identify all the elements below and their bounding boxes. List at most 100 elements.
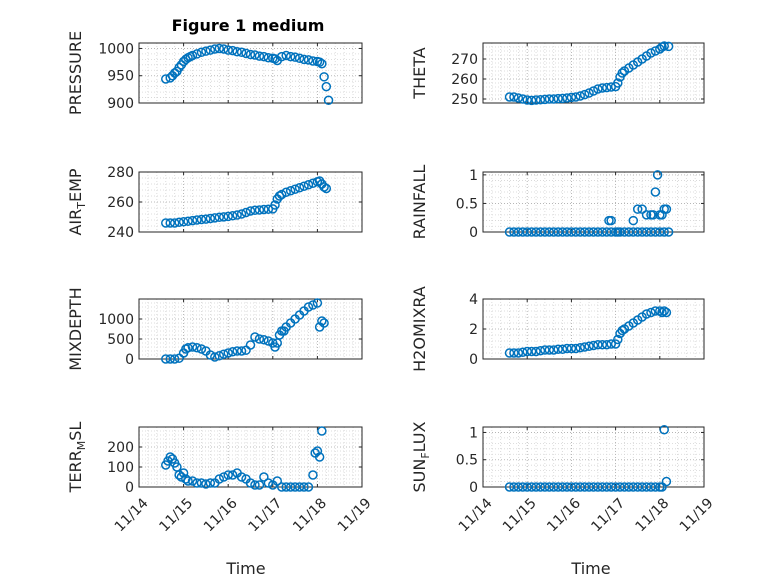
data-point (227, 45, 238, 56)
data-point (535, 482, 546, 492)
data-point (575, 482, 585, 492)
data-point (522, 346, 532, 357)
data-point (579, 482, 590, 492)
data-point (557, 344, 568, 354)
data-point (317, 58, 327, 69)
data-point (504, 482, 515, 492)
data-point (245, 206, 256, 216)
data-point (214, 474, 225, 484)
y-tick-label: 0.5 (456, 453, 478, 469)
data-point (606, 82, 616, 92)
data-point (241, 207, 251, 218)
data-point (196, 214, 207, 225)
data-point (169, 354, 180, 364)
y-axis-label-subscript: M (75, 441, 88, 451)
data-point (314, 452, 325, 462)
y-axis-label-rest: LUX (410, 421, 429, 452)
data-point (562, 93, 572, 103)
data-point (641, 309, 652, 319)
data-point (254, 480, 265, 490)
data-point (259, 335, 269, 345)
data-point (245, 340, 256, 350)
data-point (223, 211, 233, 222)
data-point (540, 345, 550, 355)
data-point (303, 302, 314, 312)
y-axis-label-subscript: F (419, 452, 432, 458)
data-point (593, 482, 603, 492)
x-tick-label: 11/17 (588, 495, 628, 535)
data-point (294, 183, 305, 193)
data-point (535, 227, 546, 237)
y-axis-label-subscript: T (75, 202, 88, 210)
data-point (509, 348, 519, 358)
data-point (187, 215, 198, 226)
data-point (531, 346, 541, 357)
data-point (218, 44, 229, 54)
data-point (557, 93, 568, 104)
data-point (518, 347, 528, 357)
data-point (535, 95, 546, 105)
data-point (650, 227, 661, 237)
data-point (174, 470, 184, 480)
data-point (602, 482, 612, 492)
y-tick-label: 280 (107, 165, 134, 181)
data-point (201, 479, 211, 489)
x-tick-label: 11/15 (500, 495, 540, 535)
data-point (250, 205, 260, 215)
x-tick-label: 11/16 (201, 495, 241, 535)
data-point (299, 54, 309, 65)
data-point (544, 227, 555, 237)
data-point (317, 426, 327, 436)
data-point (214, 43, 225, 54)
data-point (553, 482, 563, 492)
y-tick-label: 200 (107, 440, 134, 456)
subplot-2: 250 260 270 THETA (410, 41, 705, 108)
y-axis-label-main: AIR (66, 209, 85, 236)
data-point (285, 482, 296, 492)
y-tick-label: 0 (469, 480, 478, 496)
data-point (308, 300, 318, 310)
data-point (637, 482, 647, 492)
data-point (299, 482, 309, 492)
data-point (548, 227, 559, 237)
x-tick-label: 11/18 (290, 495, 330, 535)
data-point (254, 205, 265, 215)
data-point (606, 339, 616, 349)
y-axis-label: AIRTEMP (66, 168, 88, 235)
data-point (223, 348, 233, 358)
y-tick-label: 2 (469, 322, 478, 338)
data-point (259, 204, 269, 215)
data-point (553, 344, 563, 354)
data-point (610, 482, 621, 492)
data-point (223, 470, 233, 480)
data-point (205, 478, 216, 488)
data-point (575, 227, 585, 237)
data-point (236, 209, 247, 219)
data-point (513, 482, 524, 492)
data-point (161, 354, 171, 364)
data-point (531, 482, 541, 492)
data-point (575, 91, 585, 101)
data-point (317, 316, 327, 326)
axes-box (482, 426, 705, 488)
data-point (584, 227, 594, 237)
data-point (245, 478, 256, 488)
data-point (210, 213, 220, 223)
data-point (294, 53, 305, 64)
data-point (613, 78, 623, 88)
y-tick-label: 260 (107, 195, 134, 211)
x-axis-label-right: Time (570, 559, 610, 578)
data-point (232, 210, 242, 220)
data-point (641, 210, 652, 220)
data-point (632, 227, 643, 237)
y-axis-label: RAINFALL (410, 165, 429, 240)
y-tick-label: 1000 (98, 312, 134, 328)
data-point (250, 50, 260, 60)
axes-box (482, 171, 705, 233)
y-tick-label: 250 (451, 92, 478, 108)
data-point (308, 470, 318, 480)
data-point (619, 227, 630, 237)
data-point (646, 48, 656, 58)
x-tick-label: 11/19 (335, 495, 375, 535)
data-point (628, 227, 639, 237)
